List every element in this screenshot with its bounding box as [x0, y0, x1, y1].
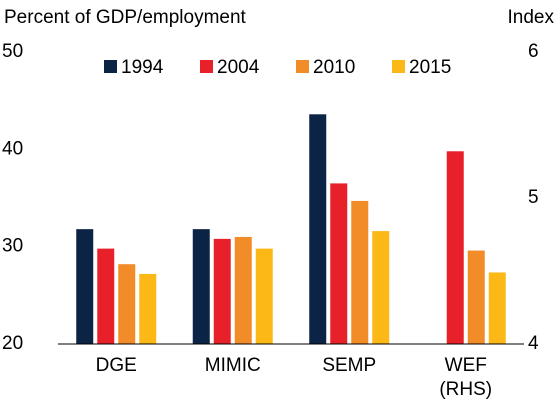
bar — [192, 229, 210, 344]
legend-label: 1994 — [121, 57, 164, 78]
bar — [213, 238, 231, 344]
y2-axis-label: Index — [508, 7, 555, 28]
x-tick-label: WEF (RHS) — [439, 355, 492, 400]
bar — [488, 272, 506, 344]
bar — [330, 183, 348, 344]
bar — [118, 264, 136, 344]
bar — [234, 236, 252, 344]
legend-swatch — [296, 60, 309, 73]
bar — [309, 114, 327, 344]
legend-swatch — [104, 60, 117, 73]
bar — [351, 200, 369, 344]
y2-tick-label: 6 — [528, 41, 539, 62]
y-tick-label: 20 — [2, 333, 23, 354]
y2-tick-label: 5 — [528, 187, 539, 208]
x-tick-label: DGE — [96, 355, 137, 376]
x-tick-label: MIMIC — [205, 355, 261, 376]
y-tick-label: 50 — [2, 41, 23, 62]
bar — [255, 248, 273, 344]
bar — [76, 229, 94, 344]
legend-label: 2010 — [313, 57, 355, 78]
legend-swatch — [200, 60, 213, 73]
legend-label: 2004 — [217, 57, 260, 78]
y-axis-label: Percent of GDP/employment — [4, 7, 247, 28]
y-tick-label: 40 — [2, 138, 23, 159]
legend-label: 2015 — [409, 57, 451, 78]
legend-swatch — [392, 60, 405, 73]
bar — [446, 151, 464, 344]
y-tick-label: 30 — [2, 236, 23, 257]
bar — [139, 273, 157, 344]
y2-tick-label: 4 — [528, 333, 539, 354]
x-tick-label: SEMP — [322, 355, 376, 376]
bar — [467, 250, 485, 344]
bar — [372, 231, 390, 344]
bar — [97, 248, 115, 344]
